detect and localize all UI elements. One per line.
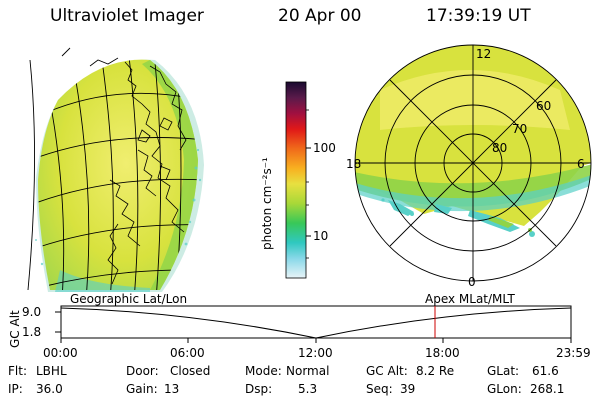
colorbar-tick-100: 100 (313, 141, 336, 155)
timeline-left-label: Geographic Lat/Lon (70, 292, 188, 306)
timeline-y-axis-label: GC Alt (8, 310, 22, 348)
lat-label-70: 70 (512, 122, 528, 136)
mode-value: Normal (286, 364, 330, 378)
glon-value: 268.1 (530, 382, 565, 396)
door-value: Closed (170, 364, 211, 378)
gc-alt-label: GC Alt: (366, 364, 408, 378)
ip-value: 36.0 (36, 382, 63, 396)
glat-label: GLat: (487, 364, 520, 378)
lat-label-80: 80 (492, 141, 508, 155)
colorbar (285, 81, 311, 279)
lat-label-60: 60 (536, 99, 552, 113)
app-title: Ultraviolet Imager (50, 6, 204, 26)
timeline-x-tick-1200: 12:00 (298, 346, 333, 360)
colorbar-tick-10: 10 (313, 229, 329, 243)
mlt-label-midnight: 0 (468, 275, 476, 289)
time-readout: 17:39:19 UT (426, 6, 531, 26)
mlt-label-dusk: 18 (346, 157, 362, 171)
geographic-image (27, 47, 204, 293)
timeline-y-tick-high: 9.0 (22, 305, 42, 319)
timeline-x-tick-0000: 00:00 (43, 346, 78, 360)
timeline-plot (55, 305, 572, 343)
glat-value: 61.6 (532, 364, 559, 378)
dsp-value: 5.3 (298, 382, 318, 396)
mlt-label-noon: 12 (476, 47, 492, 61)
gain-label: Gain: (126, 382, 158, 396)
ip-label: IP: (8, 382, 23, 396)
timeline-x-tick-0600: 06:00 (170, 346, 205, 360)
timeline-y-tick-low: 1.8 (22, 325, 42, 339)
filter-value: LBHL (36, 364, 67, 378)
timeline-x-tick-2359: 23:59 (556, 346, 591, 360)
colorbar-unit-label: photon cm⁻²s⁻¹ (260, 157, 274, 250)
mlt-label-dawn: 6 (577, 157, 585, 171)
polar-plot (354, 44, 592, 282)
timeline-x-tick-1800: 18:00 (425, 346, 460, 360)
door-label: Door: (126, 364, 159, 378)
mode-label: Mode: (245, 364, 282, 378)
seq-label: Seq: (366, 382, 393, 396)
gain-value: 13 (164, 382, 180, 396)
seq-value: 39 (400, 382, 416, 396)
timeline-right-label: Apex MLat/MLT (425, 292, 515, 306)
filter-label: Flt: (8, 364, 27, 378)
dsp-label: Dsp: (245, 382, 273, 396)
date-readout: 20 Apr 00 (278, 6, 362, 26)
glon-label: GLon: (487, 382, 522, 396)
gc-alt-value: 8.2 Re (416, 364, 455, 378)
